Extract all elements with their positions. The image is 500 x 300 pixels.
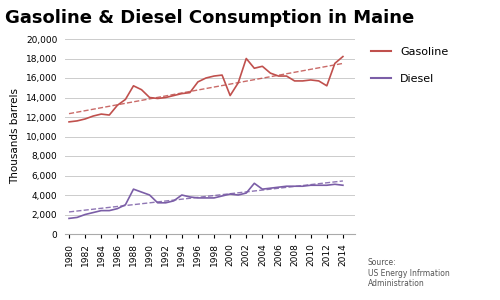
Text: Gasoline & Diesel Consumption in Maine: Gasoline & Diesel Consumption in Maine bbox=[6, 9, 414, 27]
Legend: Gasoline, Diesel: Gasoline, Diesel bbox=[366, 43, 452, 88]
Text: Source:
US Energy Infrmation
Administration: Source: US Energy Infrmation Administrat… bbox=[368, 258, 449, 288]
Y-axis label: Thousands barrels: Thousands barrels bbox=[10, 88, 20, 184]
